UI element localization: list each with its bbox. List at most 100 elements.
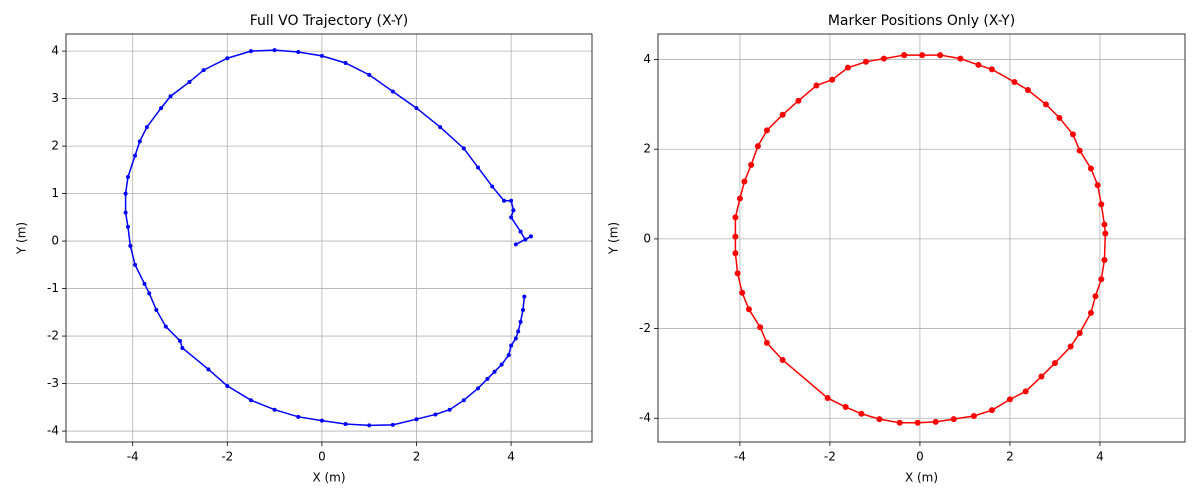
point: [1011, 78, 1018, 85]
point: [201, 68, 206, 73]
trajectory-line: [124, 49, 532, 427]
point: [433, 412, 438, 417]
point: [520, 307, 525, 312]
point: [970, 412, 977, 419]
chart-title: Marker Positions Only (X-Y): [828, 13, 1015, 29]
y-tick-label: 3: [51, 91, 59, 105]
point: [367, 72, 372, 77]
x-tick-label: 2: [413, 450, 421, 464]
point: [367, 423, 372, 428]
point: [757, 324, 764, 331]
point: [734, 270, 741, 277]
point: [813, 82, 820, 89]
point: [763, 339, 770, 346]
point: [159, 106, 164, 111]
point: [180, 345, 185, 350]
y-tick-label: -2: [639, 321, 651, 335]
point: [876, 416, 883, 423]
chart-title: Full VO Trajectory (X-Y): [250, 13, 409, 29]
point: [133, 153, 138, 158]
point: [509, 343, 514, 348]
point: [163, 324, 168, 329]
point: [390, 422, 395, 427]
point: [1038, 373, 1045, 380]
point: [862, 58, 869, 65]
x-tick-label: 2: [1006, 450, 1014, 464]
point: [1024, 87, 1031, 94]
point: [754, 143, 761, 150]
point: [1101, 221, 1108, 228]
point: [516, 329, 521, 334]
point: [390, 89, 395, 94]
y-tick-label: -1: [47, 281, 59, 295]
x-tick-label: -2: [221, 450, 233, 464]
point: [137, 139, 142, 144]
y-tick-label: 1: [51, 186, 59, 200]
point: [461, 398, 466, 403]
point: [1101, 256, 1108, 263]
x-axis-label: X (m): [312, 471, 345, 485]
point: [414, 417, 419, 422]
point: [206, 367, 211, 372]
point: [1087, 165, 1094, 172]
point: [509, 215, 514, 220]
point: [476, 386, 481, 391]
point: [461, 146, 466, 151]
point: [528, 234, 533, 239]
point: [518, 229, 523, 234]
point: [343, 60, 348, 65]
point: [739, 289, 746, 296]
point: [125, 224, 130, 229]
y-tick-label: 0: [643, 231, 651, 245]
y-tick-label: 2: [51, 139, 59, 153]
point: [1056, 114, 1063, 121]
point: [824, 395, 831, 402]
point: [125, 174, 130, 179]
point: [732, 214, 739, 221]
point: [779, 356, 786, 363]
x-tick-label: 0: [318, 450, 326, 464]
x-axis-label: X (m): [905, 471, 938, 485]
point: [490, 184, 495, 189]
point: [795, 97, 802, 104]
point: [988, 66, 995, 73]
point: [1067, 343, 1074, 350]
point: [901, 52, 908, 59]
x-tick-label: 0: [916, 450, 924, 464]
point: [485, 376, 490, 381]
point: [1098, 201, 1105, 208]
point: [147, 291, 152, 296]
x-tick-label: -2: [824, 450, 836, 464]
point: [1076, 147, 1083, 154]
point: [513, 336, 518, 341]
y-tick-label: -3: [47, 376, 59, 390]
point: [513, 242, 518, 247]
y-tick-label: 4: [643, 52, 651, 66]
point: [842, 404, 849, 411]
y-tick-label: -4: [47, 424, 59, 438]
point: [319, 53, 324, 58]
point: [732, 250, 739, 257]
point: [988, 407, 995, 414]
point: [1051, 360, 1058, 367]
point: [154, 307, 159, 312]
point: [937, 52, 944, 59]
point: [272, 407, 277, 412]
point: [914, 419, 921, 426]
point: [732, 233, 739, 240]
point: [144, 125, 149, 130]
point: [296, 414, 301, 419]
point: [447, 407, 452, 412]
x-tick-label: -4: [734, 450, 746, 464]
point: [957, 55, 964, 62]
point: [741, 178, 748, 185]
point: [248, 398, 253, 403]
point: [1006, 396, 1013, 403]
point: [858, 410, 865, 417]
point: [509, 198, 514, 203]
point: [1094, 182, 1101, 189]
point: [225, 56, 230, 61]
point: [522, 294, 527, 299]
y-axis-label: Y (m): [607, 222, 621, 255]
